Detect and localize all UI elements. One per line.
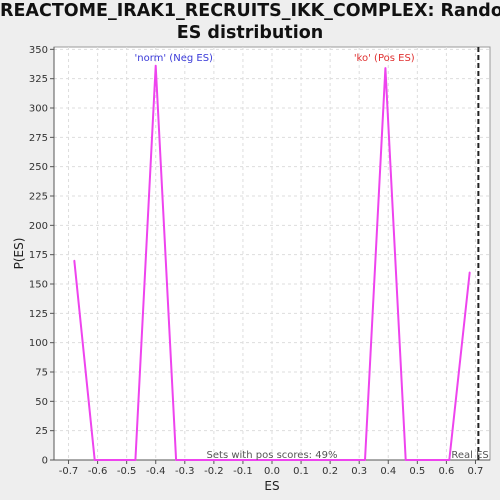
- es-distribution-line: [73, 64, 471, 461]
- es-data-point: [448, 459, 451, 461]
- x-tick-label: 0.1: [293, 466, 309, 477]
- x-tick-label: -0.6: [88, 466, 108, 477]
- y-tick-label: 75: [35, 368, 48, 379]
- neg-es-label: 'norm' (Neg ES): [135, 53, 214, 64]
- annotations: 'norm' (Neg ES) 'ko' (Pos ES) Sets with po…: [135, 47, 489, 461]
- y-tick-label: 325: [29, 74, 48, 85]
- chart-title-line-2: ES distribution: [176, 23, 324, 43]
- chart-title: REACTOME_IRAK1_RECRUITS_IKK_COMPLEX: Ran…: [0, 0, 500, 44]
- y-tick-label: 100: [29, 338, 48, 349]
- pos-es-label: 'ko' (Pos ES): [354, 53, 415, 64]
- x-tick-label: -0.4: [146, 466, 166, 477]
- y-tick-label: 300: [29, 104, 48, 115]
- x-tick-label: 0.2: [322, 466, 338, 477]
- pos-scores-note: Sets with pos scores: 49%: [207, 450, 338, 461]
- y-tick-label: 0: [42, 456, 48, 467]
- es-data-point: [73, 259, 76, 262]
- x-axis-label: ES: [264, 479, 279, 493]
- x-tick-label: -0.1: [233, 466, 253, 477]
- es-data-point: [175, 459, 177, 461]
- x-tick-label: 0.5: [409, 466, 425, 477]
- y-tick-label: 50: [35, 397, 48, 408]
- axes: 0 25 50 75 100 125 150 175 200 225 250 275 300 325 350…: [29, 45, 490, 477]
- chart-title-line-1: REACTOME_IRAK1_RECRUITS_IKK_COMPLEX: Ran…: [0, 1, 500, 21]
- series-layer: [73, 64, 471, 461]
- y-tick-label: 175: [29, 250, 48, 261]
- es-data-point: [134, 459, 137, 461]
- x-tick-label: -0.7: [59, 466, 79, 477]
- y-tick-label: 150: [29, 280, 48, 291]
- x-tick-label: 0.7: [468, 466, 484, 477]
- y-tick-label: 275: [29, 133, 48, 144]
- y-tick-label: 350: [29, 45, 48, 56]
- y-tick-label: 25: [35, 426, 48, 437]
- x-tick-label: 0.6: [438, 466, 454, 477]
- x-tick-label: -0.5: [117, 466, 137, 477]
- x-tick-label: -0.2: [204, 466, 224, 477]
- y-tick-label: 125: [29, 309, 48, 320]
- es-data-point: [154, 64, 157, 67]
- es-data-point: [384, 67, 387, 69]
- es-data-point: [404, 459, 407, 461]
- y-tick-label: 225: [29, 192, 48, 203]
- x-tick-label: -0.3: [175, 466, 195, 477]
- es-data-point: [364, 459, 366, 461]
- x-tick-label: 0.4: [380, 466, 396, 477]
- y-axis-label: P(ES): [12, 238, 26, 270]
- x-tick-label: 0.3: [351, 466, 367, 477]
- es-data-point: [93, 459, 96, 461]
- y-tick-label: 200: [29, 221, 48, 232]
- x-tick-label: 0.0: [264, 466, 280, 477]
- es-data-point: [468, 271, 471, 274]
- real-es-label: Real ES: [451, 450, 488, 461]
- y-tick-label: 250: [29, 162, 48, 173]
